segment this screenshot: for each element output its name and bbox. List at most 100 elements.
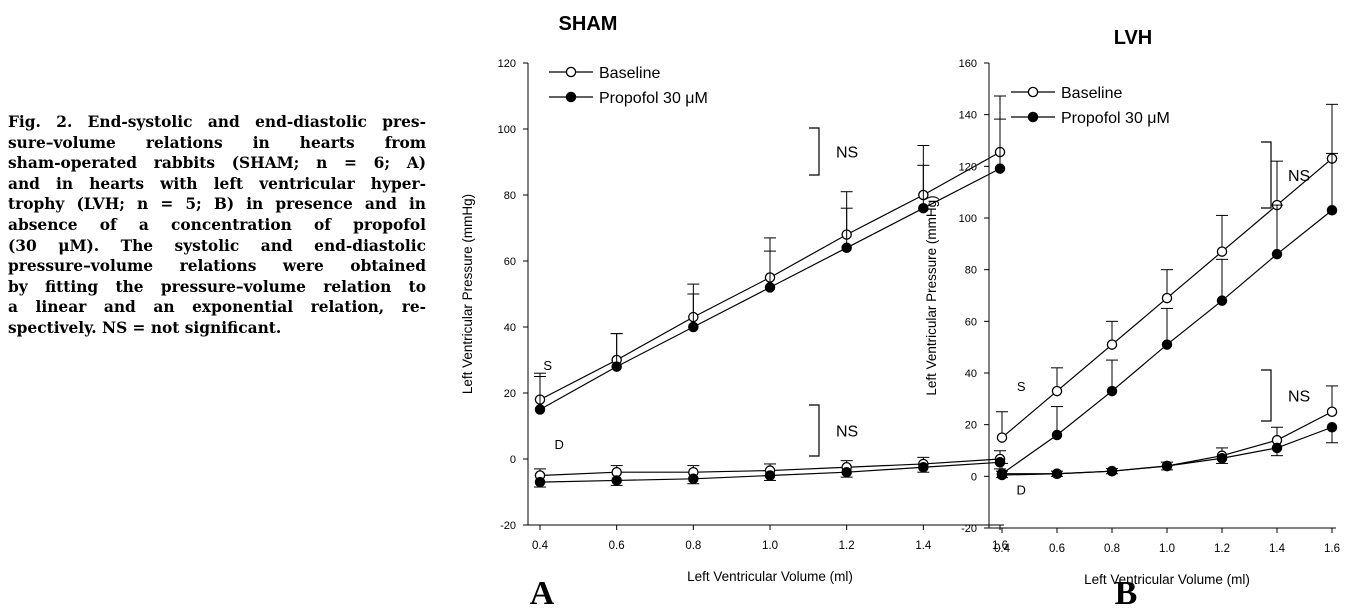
- caption-line: trophy (LVH; n = 5; B) in presence and i…: [8, 195, 426, 214]
- x-tick-label: 0.6: [1049, 543, 1065, 555]
- chart-title: LVH: [1114, 27, 1153, 49]
- data-point: [1216, 452, 1228, 464]
- y-tick-label: 160: [959, 58, 977, 70]
- data-point: [611, 361, 622, 372]
- caption-line: pressure–volume relations were obtained: [8, 257, 426, 276]
- data-point: [996, 469, 1008, 481]
- data-point: [688, 473, 699, 485]
- ns-label: NS: [1288, 389, 1310, 406]
- data-point: [1106, 385, 1118, 397]
- data-point: [918, 202, 929, 214]
- ns-label: NS: [836, 424, 858, 441]
- data-point: [1271, 442, 1283, 454]
- y-tick-label: 100: [498, 124, 516, 136]
- legend-label: Baseline: [1061, 85, 1122, 102]
- caption-line: by fitting the pressure–volume relation …: [8, 277, 426, 296]
- y-tick-label: 100: [959, 213, 977, 225]
- x-tick-label: 0.4: [994, 543, 1011, 555]
- data-point: [764, 470, 776, 481]
- data-point: [611, 475, 622, 486]
- y-tick-label: 80: [965, 265, 977, 277]
- figure-caption: Fig. 2. End-systolic and end-diastolic p…: [8, 112, 426, 339]
- caption-line: sham-operated rabbits (SHAM; n = 6; A): [8, 154, 426, 173]
- x-tick-label: 1.4: [1269, 543, 1286, 555]
- ns-bracket: [809, 127, 820, 176]
- curve-label: S: [543, 358, 552, 373]
- ns-label: NS: [1288, 168, 1310, 185]
- data-point: [996, 432, 1008, 443]
- y-axis-label: Left Ventricular Pressure (mmHg): [924, 195, 939, 395]
- x-tick-label: 0.8: [685, 540, 701, 552]
- legend-marker: [1027, 111, 1039, 123]
- y-tick-label: 120: [498, 58, 516, 70]
- data-point: [1161, 460, 1173, 472]
- data-point: [534, 404, 546, 415]
- ns-bracket: [1261, 141, 1272, 209]
- curve-label: D: [1017, 482, 1026, 497]
- data-point: [994, 457, 1006, 468]
- data-point: [1161, 292, 1173, 304]
- x-tick-label: 1.2: [839, 540, 855, 552]
- legend-label: Baseline: [599, 65, 660, 82]
- data-point: [841, 242, 852, 254]
- data-point: [1106, 339, 1118, 350]
- data-point: [1326, 204, 1338, 216]
- x-tick-label: 1.6: [1324, 543, 1340, 555]
- y-tick-label: 80: [504, 190, 516, 202]
- y-tick-label: 0: [971, 471, 977, 483]
- y-tick-label: 60: [965, 316, 977, 328]
- x-tick-label: 1.0: [762, 540, 778, 552]
- legend-marker: [1027, 86, 1039, 98]
- caption-line: and in hearts with left ventricular hype…: [8, 174, 426, 193]
- panel-letter: A: [530, 575, 555, 612]
- data-point: [688, 321, 699, 333]
- x-tick-label: 0.4: [532, 540, 549, 552]
- data-point: [1161, 339, 1173, 350]
- data-point: [534, 476, 546, 488]
- panel-letter: B: [1115, 575, 1138, 612]
- data-point: [994, 163, 1006, 174]
- y-tick-label: -20: [500, 520, 516, 532]
- ns-bracket: [809, 404, 820, 457]
- caption-line: spectively. NS = not significant.: [8, 318, 282, 337]
- data-point: [841, 466, 852, 478]
- legend-label: Propofol 30 μM: [599, 90, 708, 107]
- y-tick-label: 120: [959, 161, 977, 173]
- caption-line: (30 μM). The systolic and end-diastolic: [8, 236, 426, 255]
- data-point: [1216, 246, 1228, 257]
- caption-line: a linear and an exponential relation, re…: [8, 298, 426, 317]
- curve-label: D: [554, 437, 563, 452]
- y-tick-label: 140: [959, 110, 977, 122]
- y-tick-label: 0: [510, 454, 516, 466]
- x-tick-label: 0.8: [1104, 543, 1120, 555]
- data-point: [1051, 385, 1063, 397]
- data-point: [1326, 421, 1338, 433]
- curve-label: S: [1017, 379, 1026, 394]
- data-point: [1051, 468, 1063, 479]
- y-tick-label: 40: [504, 322, 516, 334]
- legend-marker: [565, 91, 577, 103]
- legend-marker: [565, 66, 577, 78]
- data-point: [1106, 465, 1118, 477]
- x-tick-label: 1.0: [1159, 543, 1175, 555]
- ns-bracket: [1261, 369, 1272, 422]
- data-point: [1051, 429, 1063, 441]
- x-axis-label: Left Ventricular Volume (ml): [687, 569, 853, 584]
- ns-label: NS: [836, 145, 858, 162]
- y-tick-label: -20: [961, 523, 977, 535]
- y-tick-label: 60: [504, 256, 516, 268]
- legend-label: Propofol 30 μM: [1061, 110, 1170, 127]
- y-tick-label: 20: [965, 420, 977, 432]
- data-point: [1216, 295, 1228, 306]
- x-tick-label: 1.4: [915, 540, 932, 552]
- x-tick-label: 1.6: [992, 540, 1008, 552]
- y-tick-label: 20: [504, 388, 516, 400]
- caption-line: absence of a concentration of propofol: [8, 215, 426, 234]
- data-point: [764, 282, 776, 293]
- caption-line: Fig. 2. End-systolic and end-diastolic p…: [8, 113, 426, 131]
- caption-line: sure–volume relations in hearts from: [8, 133, 426, 152]
- chart-title: SHAM: [559, 13, 618, 35]
- data-point: [918, 461, 929, 473]
- data-point: [1326, 406, 1338, 417]
